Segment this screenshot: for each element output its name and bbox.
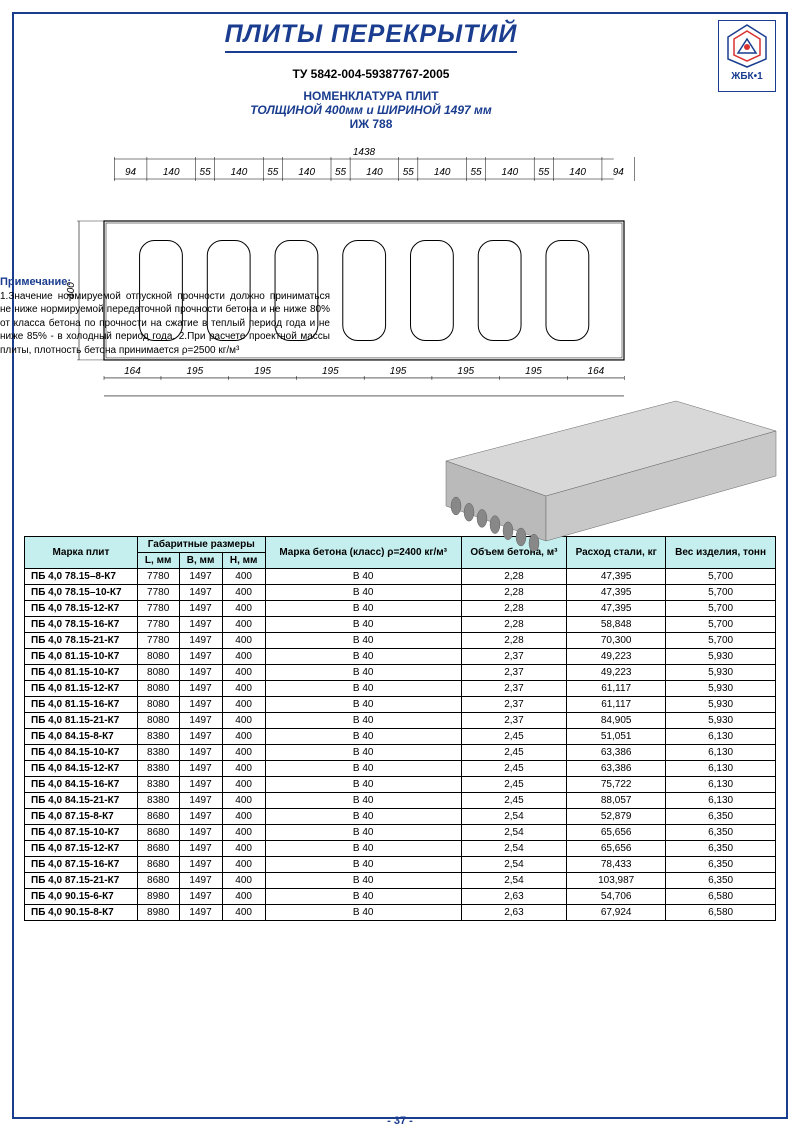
svg-text:195: 195 — [186, 366, 203, 377]
svg-text:195: 195 — [525, 366, 542, 377]
diagram-area: 1438 94 140 55 140 55 140 55 140 55 140 55 140 55 140 9… — [24, 141, 776, 406]
svg-text:94: 94 — [613, 167, 625, 178]
svg-text:195: 195 — [322, 366, 339, 377]
svg-text:55: 55 — [335, 167, 347, 178]
svg-text:140: 140 — [163, 167, 180, 178]
svg-text:195: 195 — [390, 366, 407, 377]
note-block: Примечание: 1.Значение нормируемой отпус… — [0, 275, 330, 357]
svg-text:140: 140 — [366, 167, 383, 178]
svg-text:195: 195 — [457, 366, 474, 377]
svg-text:164: 164 — [588, 366, 605, 377]
svg-text:55: 55 — [403, 167, 415, 178]
svg-text:140: 140 — [231, 167, 248, 178]
cross-section-diagram: 1438 94 140 55 140 55 140 55 140 55 140 55 140 55 140 9… — [64, 141, 639, 401]
svg-text:1497: 1497 — [353, 400, 376, 401]
svg-text:140: 140 — [569, 167, 586, 178]
svg-text:140: 140 — [434, 167, 451, 178]
svg-text:140: 140 — [502, 167, 519, 178]
svg-text:55: 55 — [200, 167, 212, 178]
svg-text:140: 140 — [298, 167, 315, 178]
slab-3d-render — [416, 391, 786, 551]
svg-text:1438: 1438 — [353, 147, 376, 158]
note-title: Примечание: — [0, 275, 330, 290]
svg-text:94: 94 — [125, 167, 137, 178]
svg-text:195: 195 — [254, 366, 271, 377]
page-number: - 37 - — [0, 1115, 800, 1127]
svg-text:55: 55 — [470, 167, 482, 178]
note-text: 1.Значение нормируемой отпускной прочнос… — [0, 290, 330, 358]
svg-text:55: 55 — [538, 167, 550, 178]
svg-text:164: 164 — [124, 366, 141, 377]
svg-text:55: 55 — [267, 167, 279, 178]
